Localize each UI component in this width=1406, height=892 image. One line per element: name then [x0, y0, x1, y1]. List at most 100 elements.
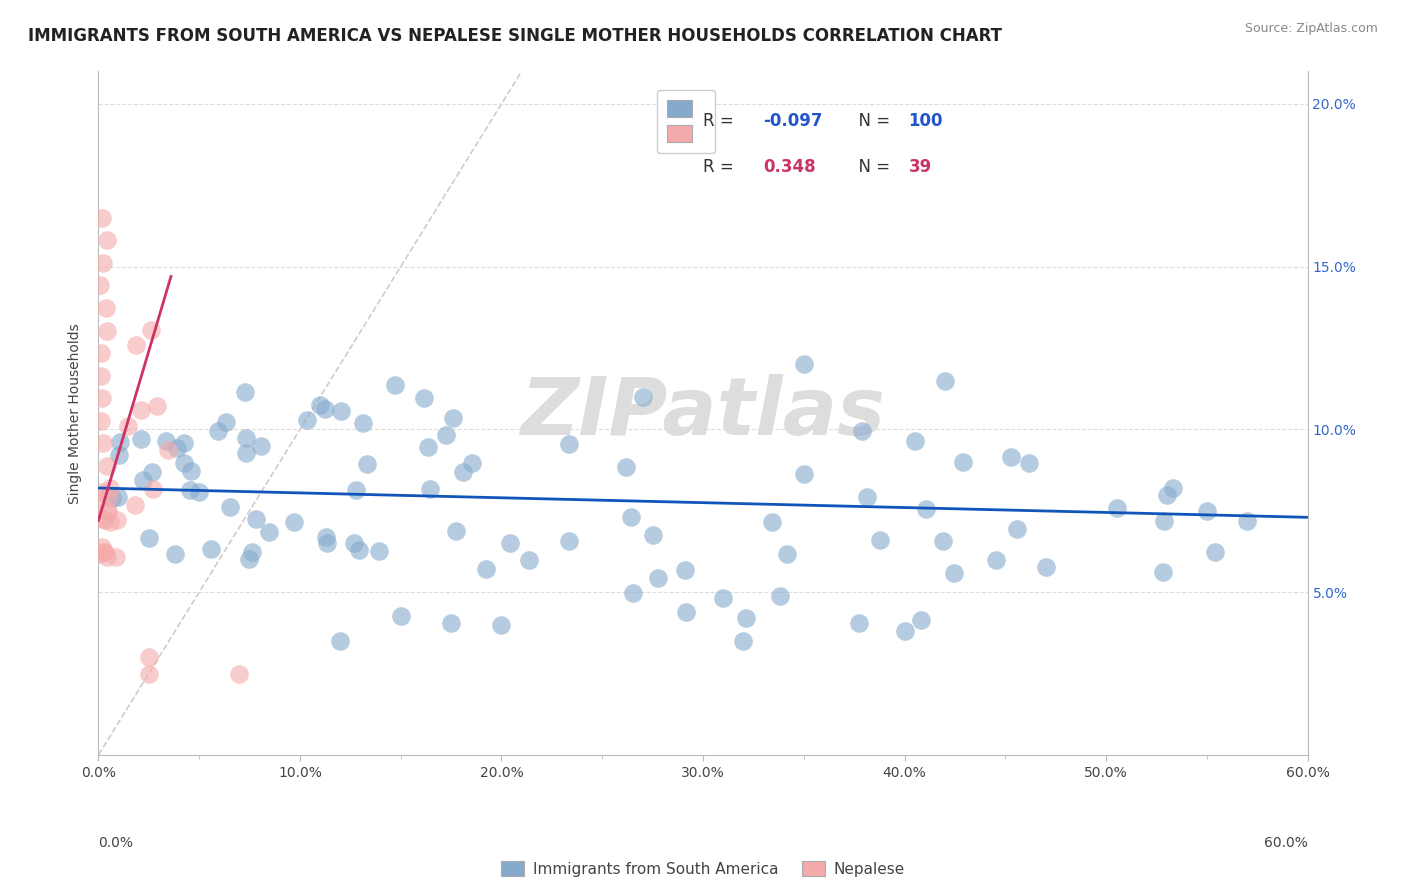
Point: [641, 528, 664, 542]
Point: [1195, 504, 1218, 518]
Text: 0.0%: 0.0%: [98, 836, 134, 850]
Point: [91, 256, 114, 270]
Point: [329, 404, 352, 418]
Point: [315, 536, 337, 550]
Point: [93, 545, 115, 559]
Legend: , : ,: [657, 90, 716, 153]
Point: [108, 435, 131, 450]
Point: [1035, 559, 1057, 574]
Point: [893, 624, 915, 639]
Point: [1000, 450, 1022, 465]
Point: [314, 401, 336, 416]
Point: [89, 278, 111, 293]
Point: [283, 516, 305, 530]
Point: [245, 512, 267, 526]
Point: [188, 484, 211, 499]
Point: [96, 458, 118, 473]
Point: [869, 533, 891, 547]
Point: [129, 433, 152, 447]
Point: [768, 589, 790, 603]
Point: [914, 502, 936, 516]
Point: [413, 392, 436, 406]
Point: [180, 464, 202, 478]
Point: [238, 551, 260, 566]
Point: [384, 378, 406, 392]
Point: [96, 301, 118, 315]
Point: [90, 346, 112, 360]
Point: [141, 465, 163, 479]
Point: [461, 456, 484, 470]
Point: [163, 547, 186, 561]
Point: [1105, 501, 1128, 516]
Y-axis label: Single Mother Households: Single Mother Households: [69, 323, 83, 503]
Point: [673, 563, 696, 577]
Point: [89, 491, 111, 506]
Point: [557, 436, 579, 450]
Point: [1152, 565, 1174, 579]
Point: [125, 338, 148, 352]
Point: [90, 484, 112, 499]
Point: [848, 615, 870, 630]
Point: [200, 542, 222, 557]
Point: [155, 434, 177, 448]
Point: [93, 513, 115, 527]
Point: [166, 442, 188, 456]
Point: [101, 491, 124, 505]
Text: ZIPatlas: ZIPatlas: [520, 374, 886, 452]
Point: [139, 323, 162, 337]
Point: [219, 500, 242, 515]
Point: [98, 490, 121, 504]
Point: [235, 431, 257, 445]
Point: [235, 446, 257, 460]
Point: [735, 611, 758, 625]
Point: [91, 211, 114, 225]
Point: [105, 513, 128, 527]
Point: [558, 534, 581, 549]
Point: [647, 570, 669, 584]
Point: [761, 515, 783, 529]
Point: [934, 374, 956, 388]
Point: [142, 482, 165, 496]
Point: [233, 384, 256, 399]
Point: [943, 566, 966, 580]
Point: [675, 605, 697, 619]
Point: [621, 585, 644, 599]
Text: N =: N =: [848, 112, 896, 130]
Point: [1007, 522, 1029, 536]
Point: [910, 613, 932, 627]
Point: [904, 434, 927, 448]
Point: [793, 467, 815, 481]
Point: [451, 465, 474, 479]
Point: [1018, 456, 1040, 470]
Text: 100: 100: [908, 112, 943, 130]
Point: [98, 481, 121, 495]
Text: 60.0%: 60.0%: [1264, 836, 1308, 850]
Point: [1156, 487, 1178, 501]
Point: [104, 549, 127, 564]
Point: [952, 455, 974, 469]
Point: [856, 490, 879, 504]
Point: [475, 562, 498, 576]
Point: [91, 436, 114, 450]
Text: R =: R =: [703, 158, 740, 176]
Point: [391, 609, 413, 624]
Point: [90, 540, 112, 554]
Point: [94, 545, 117, 559]
Point: [309, 398, 332, 412]
Point: [173, 436, 195, 450]
Point: [250, 439, 273, 453]
Point: [733, 634, 755, 648]
Point: [367, 544, 389, 558]
Point: [207, 425, 229, 439]
Point: [1236, 514, 1258, 528]
Text: IMMIGRANTS FROM SOUTH AMERICA VS NEPALESE SINGLE MOTHER HOUSEHOLDS CORRELATION C: IMMIGRANTS FROM SOUTH AMERICA VS NEPALES…: [28, 27, 1002, 45]
Point: [419, 482, 441, 496]
Point: [418, 440, 440, 454]
Point: [349, 543, 371, 558]
Point: [96, 504, 118, 518]
Point: [96, 549, 118, 564]
Point: [711, 591, 734, 606]
Point: [90, 368, 112, 383]
Point: [91, 511, 114, 525]
Point: [352, 416, 374, 430]
